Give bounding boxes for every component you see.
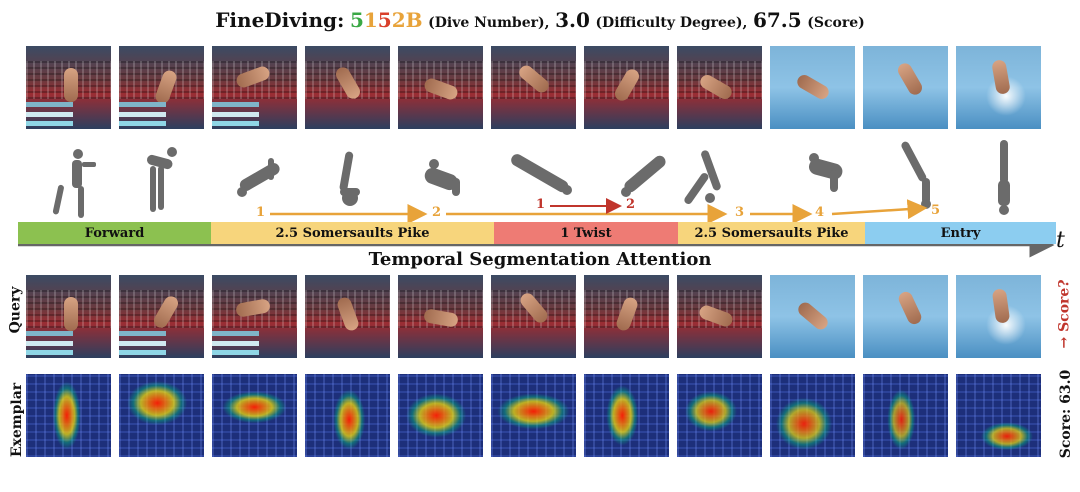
attention-heatmap-frame — [119, 374, 204, 457]
silhouette-icon — [511, 154, 572, 195]
video-frame — [305, 46, 390, 129]
exemplar-score-label: Score: 63.0 — [1058, 369, 1075, 459]
arrow-label: 1 — [256, 205, 266, 220]
phase-entry: Entry — [865, 222, 1056, 244]
arrow-label: 2 — [626, 197, 636, 212]
query-frame — [584, 275, 669, 358]
query-frame — [491, 275, 576, 358]
arrow-label: 4 — [815, 205, 825, 220]
attention-heatmap-frame — [212, 374, 297, 457]
video-frame — [677, 46, 762, 129]
arrow-label: 5 — [931, 203, 941, 218]
pose-silhouettes — [52, 140, 1010, 218]
query-frame — [119, 275, 204, 358]
query-frame — [212, 275, 297, 358]
query-frame — [956, 275, 1041, 358]
query-score-label: → Score? — [1056, 279, 1073, 349]
difficulty-value: 3.0 — [555, 8, 590, 32]
exemplar-frames-row — [26, 374, 1041, 457]
attention-heatmap-frame — [26, 374, 111, 457]
query-frames-row — [26, 275, 1041, 358]
silhouette-icon — [52, 149, 96, 218]
video-frame — [956, 46, 1041, 129]
section-title: Temporal Segmentation Attention — [368, 249, 712, 270]
video-frame — [398, 46, 483, 129]
figure-title: FineDiving: 5152B (Dive Number), 3.0 (Di… — [0, 3, 1080, 40]
video-frame — [584, 46, 669, 129]
query-row-label: Query — [7, 286, 24, 334]
silhouette-icon — [146, 147, 177, 212]
difficulty-caption: (Difficulty Degree), — [595, 15, 748, 31]
query-frame — [677, 275, 762, 358]
phase-somersaults-2: 2.5 Somersaults Pike — [678, 222, 865, 244]
dataset-name: FineDiving: — [215, 8, 345, 32]
video-frame — [491, 46, 576, 129]
video-frame — [770, 46, 855, 129]
timeline-arrows — [18, 198, 1055, 258]
attention-heatmap-frame — [677, 374, 762, 457]
silhouette-icon — [809, 153, 843, 192]
phase-forward: Forward — [18, 222, 211, 244]
video-frame — [212, 46, 297, 129]
exemplar-row-label: Exemplar — [9, 382, 26, 458]
attention-heatmap-frame — [956, 374, 1041, 457]
top-frames-row — [26, 46, 1041, 129]
attention-heatmap-frame — [305, 374, 390, 457]
query-frame — [305, 275, 390, 358]
attention-heatmap-frame — [584, 374, 669, 457]
video-frame — [119, 46, 204, 129]
somersault-arrow — [831, 199, 928, 220]
silhouette-icon — [998, 140, 1010, 215]
query-frame — [770, 275, 855, 358]
attention-heatmap-frame — [491, 374, 576, 457]
silhouette-icon — [339, 151, 360, 206]
phase-twist: 1 Twist — [494, 222, 678, 244]
query-frame — [398, 275, 483, 358]
attention-heatmap-frame — [770, 374, 855, 457]
score-value: 67.5 — [752, 8, 802, 32]
silhouette-icon — [684, 150, 721, 205]
score-caption: (Score) — [807, 15, 865, 31]
silhouette-icon — [237, 158, 280, 197]
dive-number-caption: (Dive Number), — [428, 15, 550, 31]
dive-number: 5152B — [349, 8, 423, 32]
phase-somersaults-1: 2.5 Somersaults Pike — [211, 222, 494, 244]
attention-heatmap-frame — [863, 374, 948, 457]
attention-heatmap-frame — [398, 374, 483, 457]
query-frame — [863, 275, 948, 358]
arrow-label: 2 — [432, 205, 442, 220]
video-frame — [26, 46, 111, 129]
arrow-label: 3 — [735, 205, 745, 220]
query-frame — [26, 275, 111, 358]
time-axis-label: t — [1056, 228, 1065, 253]
silhouette-icon — [424, 159, 460, 196]
arrow-label: 1 — [536, 197, 546, 212]
video-frame — [863, 46, 948, 129]
silhouette-icon — [621, 155, 666, 197]
